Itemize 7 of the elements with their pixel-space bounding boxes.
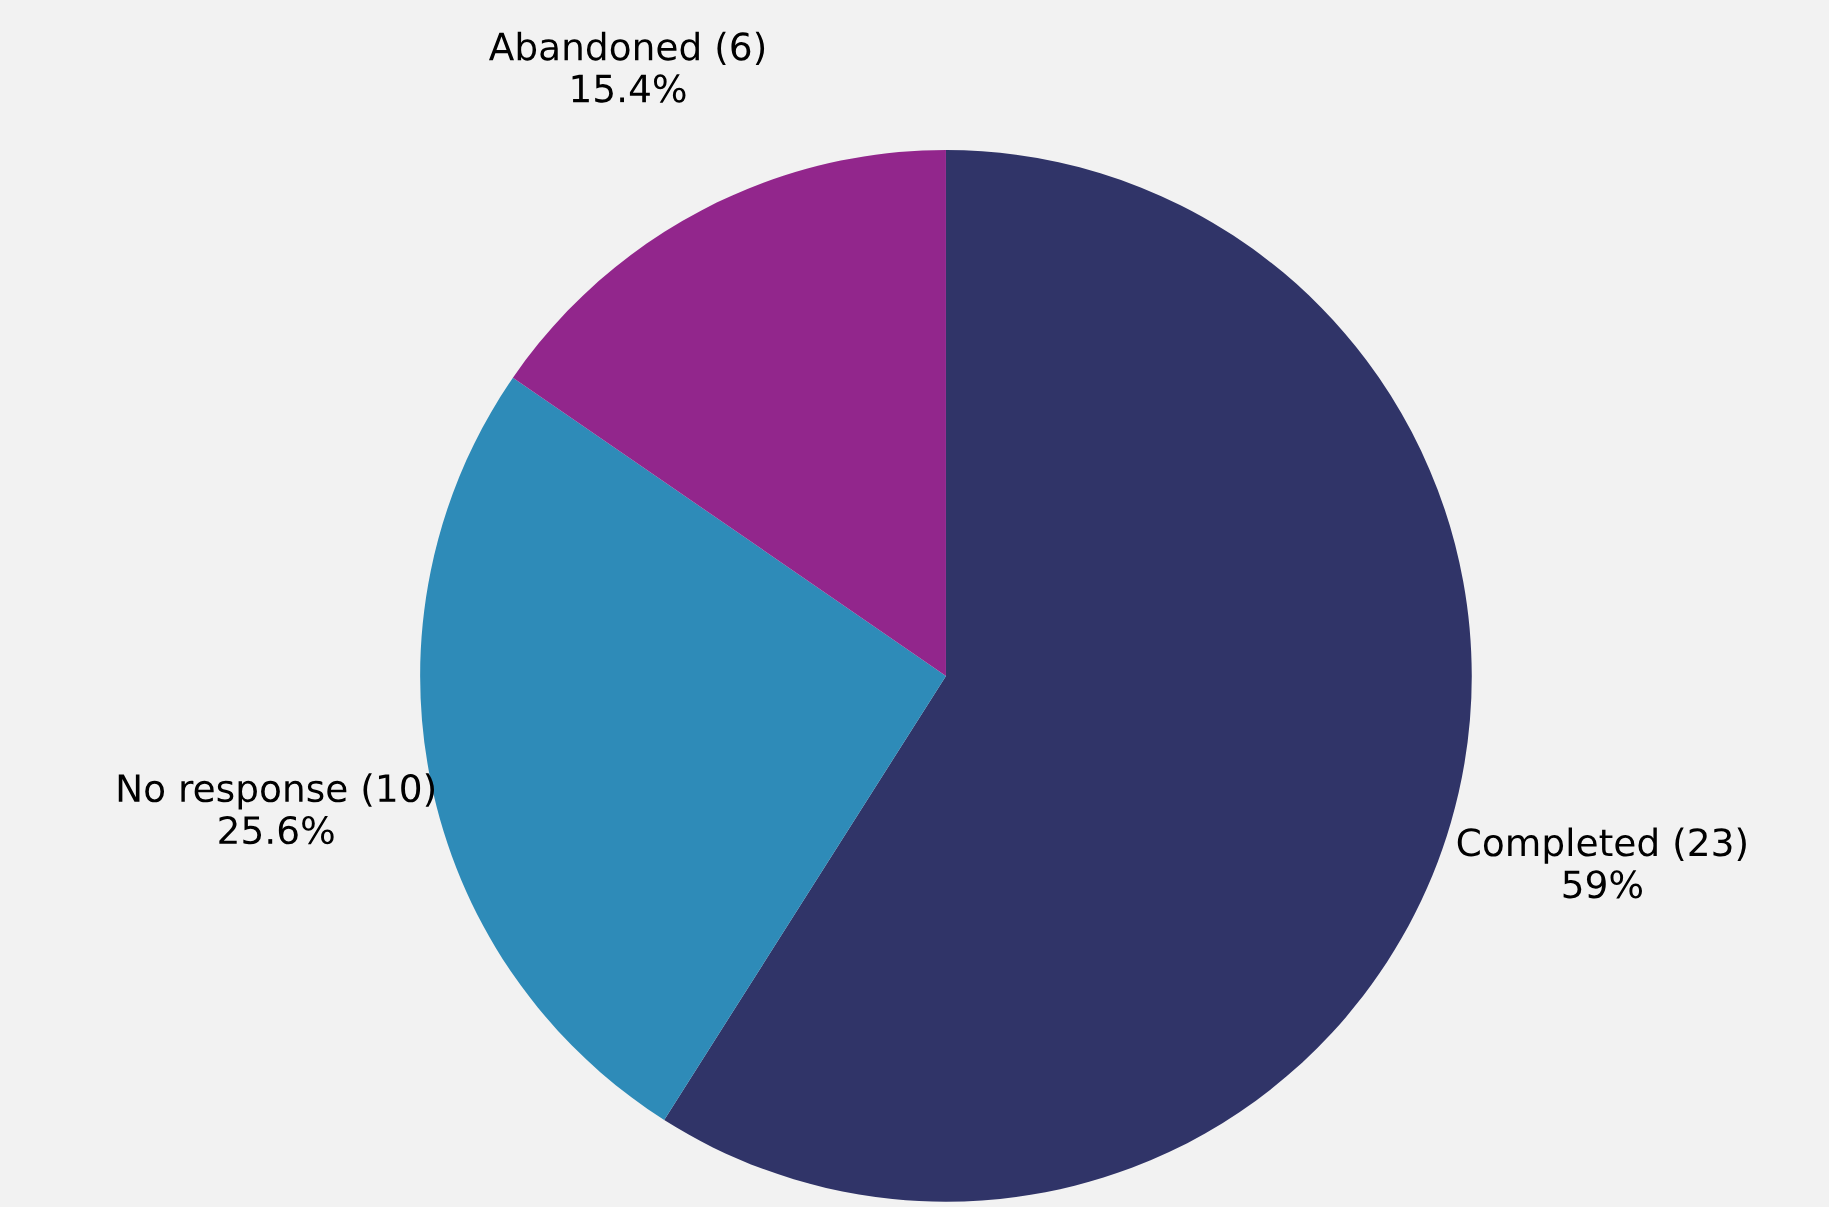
slice-label: No response (10) [118,773,434,810]
pie-slice [512,150,946,676]
data-label: 25.6% [219,815,334,845]
data-label: 15.4% [572,74,686,103]
data-label: 59% [1563,870,1642,899]
slice-label: Completed (23) [1457,827,1746,864]
slice-label: Abandoned (6) [488,31,765,66]
